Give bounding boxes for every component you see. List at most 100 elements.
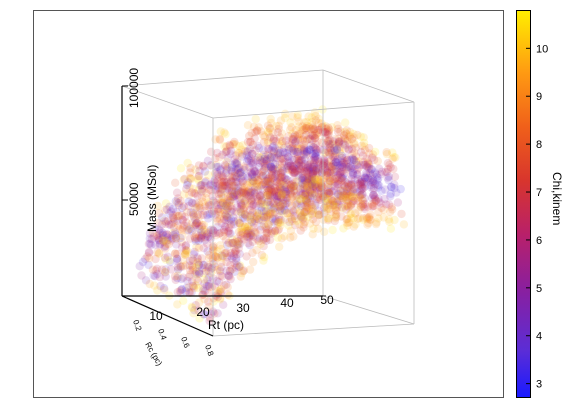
scatter-point	[276, 201, 285, 210]
scatter-point	[210, 309, 219, 318]
scatter-point	[277, 185, 286, 195]
scatter-point	[173, 300, 182, 309]
scatter-point	[314, 175, 324, 184]
scatter-point	[311, 201, 320, 210]
scatter-point	[236, 204, 245, 214]
scatter-point	[349, 214, 358, 223]
scatter-point	[279, 195, 288, 205]
scatter-point	[217, 284, 226, 294]
scatter-point	[387, 182, 396, 192]
scatter-point	[192, 270, 202, 279]
scatter-point	[379, 213, 388, 222]
scatter-point	[346, 200, 356, 209]
scatter-point	[399, 220, 409, 229]
scatter-point	[224, 198, 234, 208]
scatter-point	[359, 184, 368, 193]
scatter-point	[234, 218, 244, 227]
scatter-point	[288, 165, 297, 174]
scatter-point	[240, 197, 249, 206]
scatter-point	[258, 172, 267, 181]
scatter-point	[305, 145, 314, 154]
scatter-point	[265, 235, 275, 245]
scatter-point	[246, 229, 255, 238]
scatter-point	[338, 167, 347, 176]
scatter-point	[265, 160, 275, 169]
scatter-point	[291, 125, 301, 135]
scatter-point	[147, 240, 156, 250]
scatter-point	[222, 202, 231, 211]
scatter-point	[222, 164, 231, 174]
scatter-point	[324, 214, 333, 223]
scatter-point	[162, 239, 171, 248]
scatter-point	[211, 181, 220, 190]
scatter-point	[194, 171, 204, 181]
scatter-point	[331, 161, 340, 170]
scatter-point	[310, 153, 320, 162]
scatter-point	[222, 206, 231, 215]
scatter-point	[189, 250, 198, 259]
scatter-point	[270, 148, 279, 157]
scatter-point	[364, 218, 373, 228]
scatter-point	[227, 172, 236, 181]
scatter-point	[288, 192, 297, 201]
scatter-point	[215, 211, 224, 220]
scatter-point	[261, 177, 270, 186]
scatter-point	[281, 196, 290, 205]
scatter-point	[300, 160, 309, 169]
scatter-point	[270, 160, 280, 169]
scatter-point	[177, 285, 186, 294]
scatter-point	[328, 139, 338, 149]
scatter-point	[243, 226, 253, 235]
scatter-point	[213, 253, 222, 262]
scatter-point	[267, 166, 276, 175]
scatter-point	[254, 237, 264, 246]
scatter-point	[218, 198, 227, 208]
scatter-point	[300, 201, 310, 210]
scatter-point	[306, 177, 315, 186]
scatter-point	[243, 147, 252, 156]
scatter-point	[338, 194, 347, 203]
scatter-point	[305, 145, 314, 154]
scatter-point	[328, 199, 338, 208]
scatter-point	[207, 209, 216, 218]
scatter-point	[325, 148, 334, 158]
scatter-point	[343, 214, 352, 223]
scatter-point	[141, 276, 151, 285]
scatter-point	[191, 165, 200, 174]
scatter-point	[294, 155, 304, 165]
scatter-point	[358, 200, 368, 209]
scatter-point	[172, 254, 182, 263]
scatter-point	[171, 249, 180, 258]
scatter-point	[342, 185, 352, 194]
scatter-point	[304, 173, 314, 182]
scatter-point	[286, 118, 295, 127]
scatter-point	[315, 210, 324, 219]
scatter-point	[195, 166, 204, 175]
scatter-point	[362, 162, 371, 171]
scatter-point	[340, 188, 349, 198]
scatter-point	[286, 226, 296, 236]
scatter-point	[369, 190, 378, 200]
scatter-point	[275, 193, 284, 202]
scatter-point	[220, 225, 229, 235]
scatter-point	[192, 242, 201, 252]
scatter-point	[347, 193, 356, 202]
scatter-point	[363, 159, 373, 168]
scatter-point	[333, 179, 343, 189]
scatter-point	[233, 157, 242, 166]
scatter-point	[331, 197, 341, 206]
scatter-point	[253, 153, 263, 162]
scatter-point	[278, 167, 287, 176]
scatter-point	[286, 180, 295, 190]
scatter-point	[196, 181, 206, 190]
scatter-point	[276, 168, 285, 178]
scatter-point	[370, 180, 380, 189]
scatter-point	[276, 193, 286, 202]
scatter-point	[350, 175, 360, 185]
scatter-point	[250, 185, 259, 194]
scatter-point	[321, 148, 330, 157]
scatter-point	[257, 222, 266, 231]
scatter-point	[269, 209, 278, 219]
scatter-point	[187, 288, 196, 297]
scatter-point	[366, 210, 375, 219]
